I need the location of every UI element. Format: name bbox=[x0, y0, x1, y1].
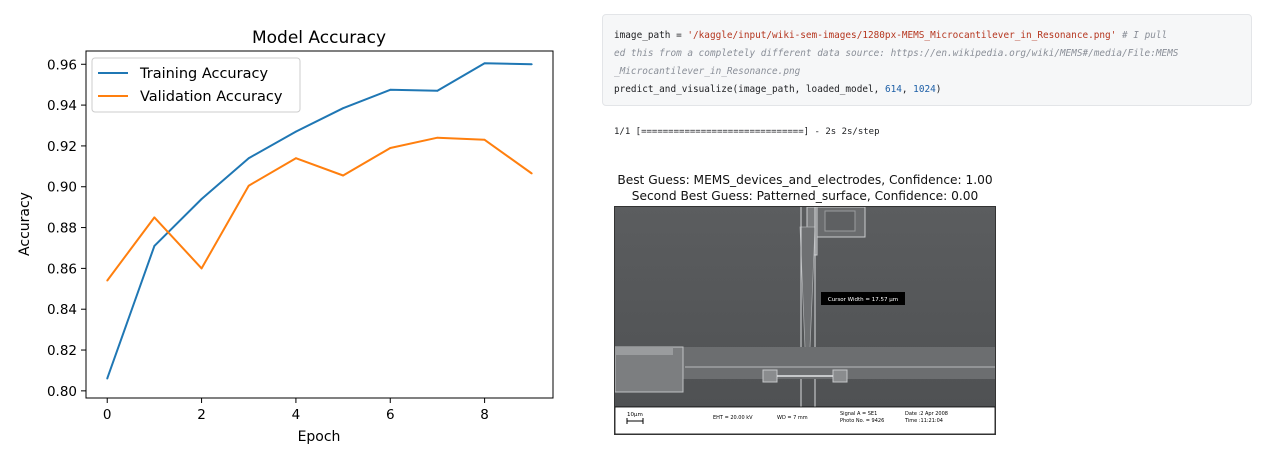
progress-output: 1/1 [==============================] - 2… bbox=[614, 127, 880, 137]
y-tick-label-3: 0.86 bbox=[47, 261, 77, 277]
series-1-point-5 bbox=[342, 174, 344, 177]
series-0-point-7 bbox=[436, 89, 439, 92]
sem-scale-label: 10µm bbox=[627, 412, 643, 418]
plot-layer: 0 2 4 6 8 0.80 0.82 0.84 0.86 0.88 0.90 0.92 0.94 0.9… bbox=[47, 57, 533, 423]
y-tick-label-5: 0.90 bbox=[47, 180, 77, 196]
series-0-point-8 bbox=[483, 62, 486, 65]
accuracy-chart-svg: Model Accuracy 0 2 4 6 8 0.80 0.82 0.84 0.86 0.88… bbox=[0, 0, 560, 459]
series-1-point-4 bbox=[295, 157, 297, 160]
code-comment: # I pull bbox=[1116, 30, 1168, 41]
sem-image-svg: Cursor Width = 17.57 µm 10µm EHT = 20.00… bbox=[614, 206, 996, 435]
sem-time: Time :11:21:04 bbox=[904, 418, 943, 424]
code-string-path: '/kaggle/input/wiki-sem-images/1280px-ME… bbox=[687, 30, 1117, 41]
x-tick-label-1: 2 bbox=[197, 407, 206, 423]
sem-pad-left bbox=[762, 369, 778, 383]
code-number: 614 bbox=[884, 84, 902, 95]
series-0-point-3 bbox=[247, 157, 250, 160]
code-comment: _Microcantilever_in_Resonance.png bbox=[614, 66, 801, 77]
y-tick-label-6: 0.92 bbox=[47, 139, 77, 155]
series-0-point-6 bbox=[389, 88, 392, 91]
sem-top-pad-inner bbox=[824, 210, 856, 232]
code-line-4: predict_and_visualize(image_path, loaded… bbox=[614, 81, 1239, 99]
y-tick-label-8: 0.96 bbox=[47, 57, 77, 73]
accuracy-chart: Model Accuracy 0 2 4 6 8 0.80 0.82 0.84 0.86 0.88… bbox=[0, 0, 560, 459]
series-0-point-5 bbox=[342, 107, 344, 110]
code-token: predict_and_visualize(image_path, loaded… bbox=[614, 84, 885, 95]
legend-label-validation: Validation Accuracy bbox=[140, 89, 283, 105]
series-1-point-3 bbox=[247, 184, 250, 187]
x-tick-label-0: 0 bbox=[103, 407, 112, 423]
code-cell[interactable]: image_path = '/kaggle/input/wiki-sem-ima… bbox=[602, 14, 1252, 106]
legend-label-training: Training Accuracy bbox=[139, 66, 268, 82]
series-line-1 bbox=[106, 136, 533, 282]
x-tick-label-3: 6 bbox=[386, 407, 395, 423]
series-0-point-0 bbox=[106, 377, 109, 380]
second-guess-title: Second Best Guess: Patterned_surface, Co… bbox=[631, 189, 979, 203]
y-tick-label-7: 0.94 bbox=[47, 98, 77, 114]
y-tick-label-1: 0.82 bbox=[47, 343, 77, 359]
sem-cursor-box bbox=[821, 292, 905, 305]
series-1-point-8 bbox=[483, 138, 486, 141]
code-token: image_path = bbox=[614, 30, 688, 41]
series-0-point-4 bbox=[295, 130, 297, 133]
series-1-point-7 bbox=[436, 136, 439, 139]
sem-cursor-label: Cursor Width = 17.57 µm bbox=[828, 297, 898, 303]
code-token: ) bbox=[935, 84, 942, 95]
code-token: , bbox=[901, 84, 914, 95]
sem-signal: Signal A = SE1 bbox=[840, 411, 877, 417]
series-0-point-2 bbox=[200, 198, 203, 200]
x-tick-label-4: 8 bbox=[480, 407, 489, 423]
code-line-3: _Microcantilever_in_Resonance.png bbox=[614, 63, 1239, 81]
sem-micrograph: Cursor Width = 17.57 µm 10µm EHT = 20.00… bbox=[614, 206, 996, 435]
code-number: 1024 bbox=[913, 84, 936, 95]
code-line-2: ed this from a completely different data… bbox=[614, 45, 1239, 63]
x-tick-label-2: 4 bbox=[292, 407, 301, 423]
series-line-0 bbox=[106, 62, 532, 379]
series-0-point-1 bbox=[153, 245, 156, 247]
code-line-1: image_path = '/kaggle/input/wiki-sem-ima… bbox=[614, 27, 1239, 45]
code-comment: ed this from a completely different data… bbox=[614, 48, 1179, 59]
series-1-point-2 bbox=[200, 267, 203, 270]
sem-left-electrode-top bbox=[615, 347, 673, 355]
plot-frame bbox=[85, 50, 554, 399]
x-axis-label: Epoch bbox=[298, 429, 341, 445]
legend-box bbox=[91, 57, 301, 113]
y-tick-label-2: 0.84 bbox=[47, 302, 77, 318]
sem-eht: EHT = 20.00 kV bbox=[713, 415, 753, 421]
series-0-point-9 bbox=[530, 63, 533, 66]
sem-wd: WD = 7 mm bbox=[777, 415, 808, 421]
sem-pad-right bbox=[832, 369, 848, 383]
series-1-point-9 bbox=[530, 172, 533, 175]
y-tick-label-0: 0.80 bbox=[47, 384, 77, 400]
chart-title: Model Accuracy bbox=[252, 28, 386, 48]
sem-photo-no: Photo No. = 9426 bbox=[840, 418, 884, 424]
series-1-point-1 bbox=[153, 216, 156, 219]
y-tick-label-4: 0.88 bbox=[47, 221, 77, 237]
series-1-point-0 bbox=[106, 279, 109, 282]
y-axis-label: Accuracy bbox=[17, 192, 33, 256]
sem-date: Date :2 Apr 2008 bbox=[905, 411, 948, 417]
series-1-point-6 bbox=[389, 147, 392, 149]
best-guess-title: Best Guess: MEMS_devices_and_electrodes,… bbox=[617, 173, 993, 187]
chart-legend: Training Accuracy Validation Accuracy bbox=[91, 57, 301, 113]
